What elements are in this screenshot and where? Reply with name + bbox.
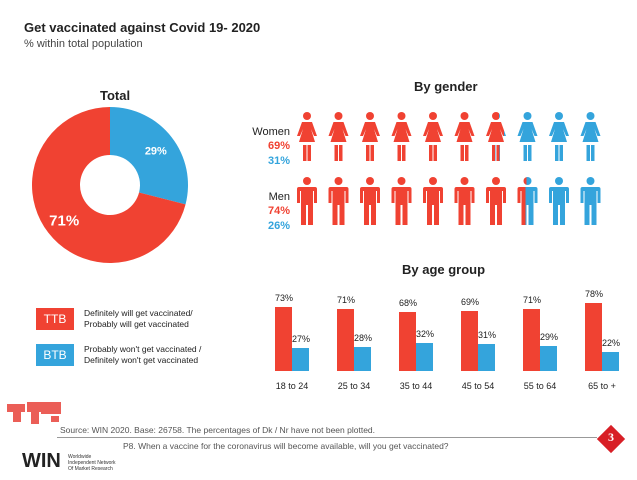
bar-btb <box>292 347 309 371</box>
man-icon <box>517 177 538 225</box>
bar-ttb <box>461 310 478 371</box>
bar-value-label: 22% <box>601 337 620 348</box>
bar-ttb <box>523 309 540 371</box>
man-icon <box>360 177 380 225</box>
donut-label-ttb: 71% <box>49 213 79 230</box>
age-bar-chart: 73% 27% 18 to 24 71% 28% 25 to 34 68% 32% 35 to … <box>274 289 620 391</box>
women-btb: 31% <box>267 155 290 167</box>
page-subtitle: % within total population <box>24 38 143 50</box>
bar-btb <box>354 346 371 371</box>
man-icon <box>328 177 349 225</box>
man-icon <box>454 177 475 225</box>
woman-icon <box>549 112 569 161</box>
bar-ttb <box>275 307 292 371</box>
man-icon <box>549 177 569 225</box>
gender-pictogram <box>297 112 601 225</box>
bar-value-label: 69% <box>460 296 479 307</box>
gender-title: By gender <box>414 79 478 94</box>
total-donut-chart: 29% 71% <box>31 107 188 263</box>
bar-value-label: 29% <box>539 331 558 342</box>
total-title: Total <box>100 88 131 103</box>
legend-ttb-text: Definitely will get vaccinated/Probably … <box>84 308 193 329</box>
category-label: 35 to 44 <box>399 381 433 391</box>
man-icon <box>580 177 601 225</box>
question-note: P8. When a vaccine for the coronavirus w… <box>123 441 449 451</box>
page-number: 3 <box>608 430 614 444</box>
man-icon <box>297 177 317 225</box>
category-label: 65 to + <box>588 381 616 391</box>
man-icon <box>486 177 506 225</box>
bar-value-label: 78% <box>584 289 603 300</box>
source-note: Source: WIN 2020. Base: 26758. The perce… <box>60 425 376 435</box>
man-icon <box>391 177 412 225</box>
donut-label-btb: 29% <box>145 145 167 157</box>
bar-ttb <box>337 309 354 371</box>
woman-icon <box>517 112 538 161</box>
bar-value-label: 28% <box>353 332 372 343</box>
woman-icon <box>454 112 475 161</box>
woman-icon <box>328 112 349 161</box>
bar-btb <box>540 345 557 371</box>
donut-slice-btb <box>110 107 188 205</box>
bar-value-label: 27% <box>291 333 310 344</box>
win-logo-subtitle: Worldwide Independent Network Of Market Re… <box>68 454 116 472</box>
world-map-logo-icon <box>7 402 61 424</box>
category-label: 45 to 54 <box>461 381 495 391</box>
bar-value-label: 31% <box>477 330 496 341</box>
bar-value-label: 68% <box>398 297 417 308</box>
woman-icon <box>486 112 506 161</box>
bar-value-label: 73% <box>274 293 293 304</box>
legend-btb-box: BTB <box>36 344 74 366</box>
woman-icon <box>423 112 443 161</box>
footer-divider <box>57 437 597 438</box>
men-ttb: 74% <box>267 205 290 217</box>
age-title: By age group <box>402 262 486 277</box>
page-title: Get vaccinated against Covid 19- 2020 <box>24 20 261 35</box>
bar-btb <box>602 351 619 371</box>
women-label: Women <box>252 126 290 138</box>
bar-ttb <box>585 303 602 371</box>
donut-slice-ttb <box>31 107 186 263</box>
bar-btb <box>478 344 495 371</box>
bar-ttb <box>399 311 416 371</box>
woman-icon <box>391 112 412 161</box>
woman-icon <box>297 112 317 161</box>
woman-icon <box>580 112 601 161</box>
woman-icon <box>360 112 380 161</box>
man-icon <box>423 177 443 225</box>
legend-ttb-box: TTB <box>36 308 74 330</box>
bar-value-label: 71% <box>522 295 541 306</box>
win-logo: WIN <box>22 450 61 472</box>
legend-btb-text: Probably won't get vaccinated / Definitel… <box>84 344 202 365</box>
category-label: 25 to 34 <box>337 381 371 391</box>
men-btb: 26% <box>267 220 290 232</box>
bar-value-label: 32% <box>415 329 434 340</box>
category-label: 18 to 24 <box>275 381 309 391</box>
bar-btb <box>416 343 433 371</box>
bar-value-label: 71% <box>336 295 355 306</box>
women-ttb: 69% <box>267 140 290 152</box>
men-label: Men <box>268 191 290 203</box>
category-label: 55 to 64 <box>523 381 557 391</box>
